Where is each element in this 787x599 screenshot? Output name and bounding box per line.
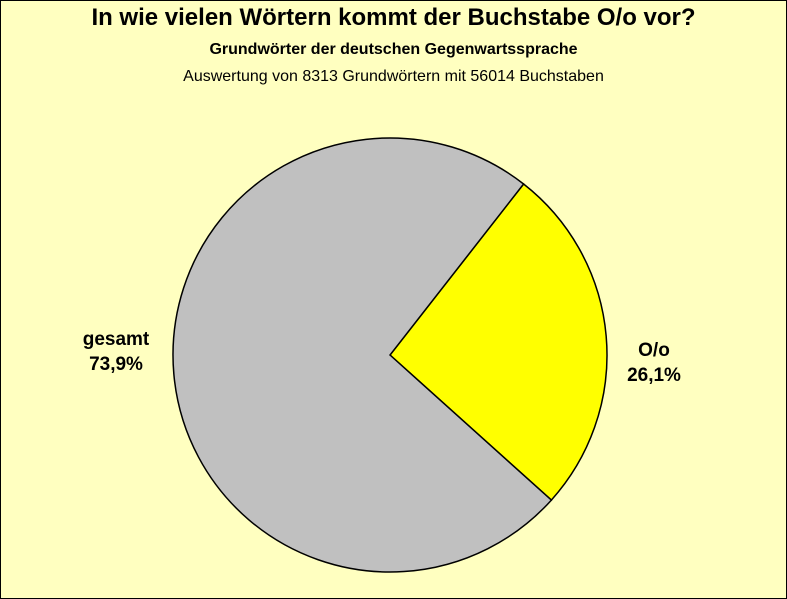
slice-value-o: 26,1% xyxy=(627,365,681,386)
slice-name-gesamt: gesamt xyxy=(82,329,150,350)
slice-value-gesamt: 73,9% xyxy=(89,354,143,375)
chart-note: Auswertung von 8313 Grundwörtern mit 560… xyxy=(183,68,604,85)
slice-label-o: O/o 26,1% xyxy=(609,338,699,388)
chart-title: In wie vielen Wörtern kommt der Buchstab… xyxy=(91,4,696,31)
pie-slice-gesamt xyxy=(172,137,553,573)
chart-subtitle: Grundwörter der deutschen Gegenwartsspra… xyxy=(209,41,578,58)
slice-name-o: O/o xyxy=(638,340,670,361)
slice-label-gesamt: gesamt 73,9% xyxy=(61,327,171,377)
pie-slice-o xyxy=(388,182,608,502)
